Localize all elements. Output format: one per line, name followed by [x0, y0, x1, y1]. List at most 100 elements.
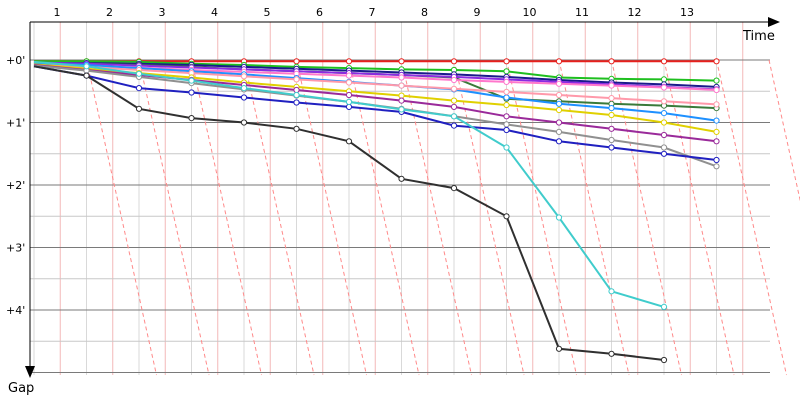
series-point	[345, 98, 353, 106]
series-point	[450, 185, 458, 192]
x-tick-label: 1	[54, 6, 61, 19]
series-point	[713, 156, 720, 164]
series-point	[240, 119, 248, 126]
lap-progress-dashed-line	[348, 59, 420, 376]
lap-progress-dashed-line	[453, 59, 525, 376]
series-point	[608, 136, 615, 144]
series-point	[555, 138, 563, 145]
series-point	[450, 113, 458, 120]
series-point	[450, 85, 458, 92]
series-point	[293, 125, 300, 132]
series-point	[713, 117, 720, 124]
series-point	[503, 88, 510, 96]
series-point	[345, 138, 353, 145]
series-point	[293, 76, 300, 83]
y-tick-label: +4'	[6, 304, 25, 317]
lap-progress-dashed-line	[716, 59, 787, 376]
x-axis-title: Time	[742, 29, 775, 44]
series-point	[713, 138, 720, 145]
series-point	[450, 76, 458, 84]
lap-progress-dashed-line	[86, 59, 157, 376]
series-point	[660, 356, 668, 364]
series-point	[503, 144, 510, 151]
series-point	[555, 128, 563, 135]
series-point	[503, 126, 510, 134]
series-point	[503, 94, 510, 101]
x-tick-label: 8	[421, 6, 428, 19]
series-point	[450, 97, 458, 104]
series-point	[293, 86, 300, 94]
series-point	[503, 101, 510, 109]
lap-progress-dashed-line	[401, 59, 472, 376]
series-point	[503, 68, 510, 75]
series-point	[240, 73, 248, 80]
series-point	[135, 105, 143, 112]
series-point	[713, 58, 720, 65]
series-point	[660, 131, 668, 139]
axis-layer: Time Gap	[8, 17, 780, 396]
series-point	[398, 97, 405, 104]
series-point	[713, 163, 720, 170]
x-tick-label: 5	[264, 6, 271, 19]
series-point	[503, 121, 510, 128]
y-axis-arrow-icon	[25, 366, 35, 378]
y-tick-label: +1'	[6, 117, 25, 130]
series-point	[398, 82, 405, 89]
series-point	[555, 91, 563, 99]
series-point	[713, 86, 720, 94]
series-point	[188, 77, 195, 84]
series-point	[188, 115, 195, 122]
series-point	[240, 94, 248, 101]
series-point	[608, 288, 615, 295]
x-axis-arrow-icon	[768, 17, 780, 27]
x-tick-label: 2	[106, 6, 113, 19]
series-point	[398, 74, 405, 81]
series-point	[398, 92, 405, 99]
x-tick-label: 7	[369, 6, 376, 19]
series-point	[345, 58, 353, 65]
series-layer	[33, 58, 720, 364]
series-point	[713, 128, 720, 135]
series-point	[660, 303, 668, 310]
series-point	[555, 100, 563, 107]
series-point	[293, 99, 300, 106]
series-point	[503, 78, 510, 86]
x-tick-label: 9	[474, 6, 481, 19]
series-point	[188, 89, 195, 96]
series-point	[293, 58, 300, 65]
series-point	[450, 58, 458, 65]
y-tick-label: +0'	[6, 54, 25, 67]
lap-progress-dashed-line	[243, 59, 315, 376]
series-point	[503, 58, 510, 65]
series-line	[33, 65, 717, 161]
series-point	[345, 79, 353, 86]
lap-progress-dashed-line	[611, 59, 682, 376]
x-tick-label: 10	[523, 6, 537, 19]
series-point	[135, 85, 143, 92]
series-point	[450, 103, 458, 111]
series-line	[34, 62, 717, 88]
y-axis-title: Gap	[8, 381, 34, 396]
x-tick-label: 6	[316, 6, 323, 19]
series-line	[34, 60, 717, 82]
series-point	[293, 91, 300, 99]
series-point	[713, 77, 720, 84]
lap-progress-dashed-line	[138, 59, 210, 376]
series-point	[660, 84, 668, 91]
x-tick-label: 13	[680, 6, 694, 19]
series-point	[83, 72, 90, 79]
series-point	[660, 58, 668, 65]
series-point	[608, 350, 615, 357]
series-point	[660, 119, 668, 126]
series-point	[660, 76, 668, 83]
x-tick-label: 12	[628, 6, 642, 19]
series-point	[240, 85, 248, 92]
lap-progress-dashed-line	[191, 59, 262, 376]
series-point	[555, 58, 563, 65]
series-point	[345, 91, 353, 99]
series-point	[555, 119, 563, 126]
series-point	[608, 111, 615, 119]
lap-progress-dashed-line	[506, 59, 577, 376]
series-point	[608, 144, 615, 151]
